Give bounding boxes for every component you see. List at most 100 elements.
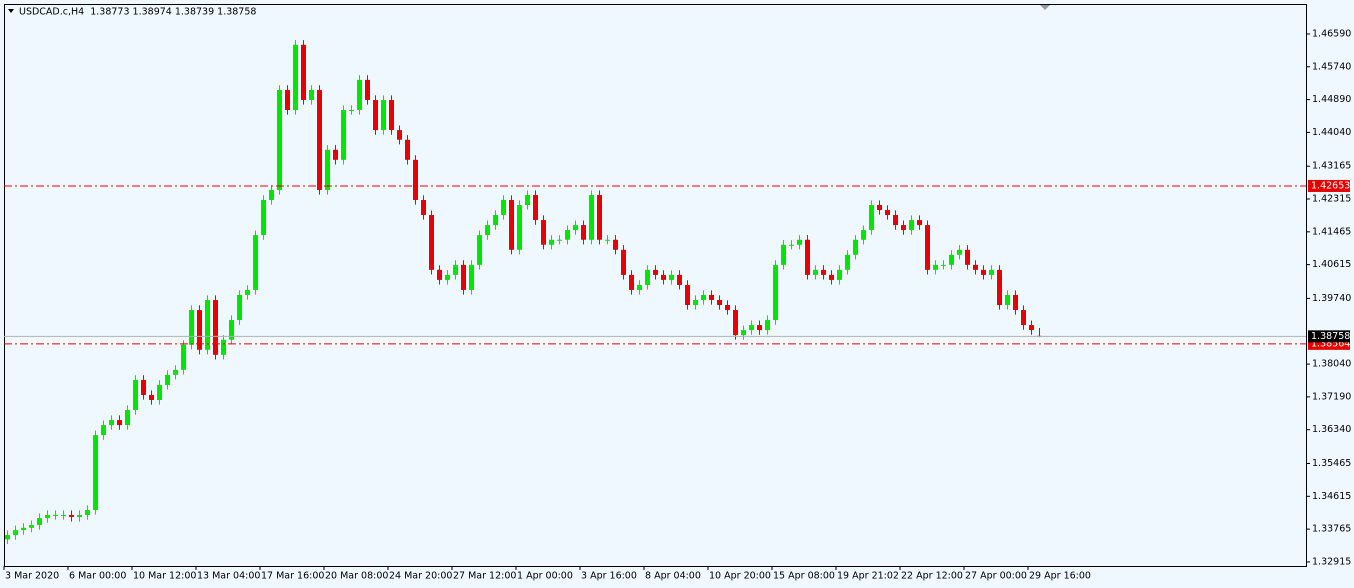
candle-body — [189, 310, 194, 345]
x-tick-label: 8 Apr 04:00 — [645, 571, 701, 582]
x-tick-label: 1 Apr 00:00 — [517, 571, 573, 582]
candle-body — [781, 244, 786, 265]
x-tick-label: 29 Apr 16:00 — [1029, 571, 1091, 582]
candle-body — [485, 225, 490, 236]
candle-body — [333, 149, 338, 160]
candle-body — [829, 274, 834, 280]
candle-body — [445, 274, 450, 280]
candle-body — [301, 44, 306, 100]
candle-body — [765, 320, 770, 331]
candle-body — [373, 99, 378, 131]
candle-body — [773, 264, 778, 321]
candle-body — [117, 420, 122, 426]
candle-body — [973, 264, 978, 270]
x-tick-label: 6 Mar 00:00 — [69, 571, 126, 582]
candle-body — [949, 254, 954, 265]
candle-body — [69, 515, 74, 517]
candle-body — [365, 79, 370, 100]
candle-body — [213, 299, 218, 355]
candle-body — [845, 254, 850, 270]
y-tick-label: 1.34615 — [1312, 491, 1351, 502]
current-price-label: 1.38758 — [1311, 331, 1350, 342]
candle-body — [645, 269, 650, 285]
candle-body — [461, 264, 466, 290]
candle-body — [509, 199, 514, 250]
candle-body — [541, 220, 546, 245]
candle-body — [709, 294, 714, 300]
x-tick-label: 20 Mar 08:00 — [325, 571, 388, 582]
candle-body — [621, 249, 626, 275]
plot-frame — [4, 4, 1307, 567]
candle-body — [13, 530, 18, 536]
candle-body — [85, 510, 90, 516]
candle-body — [565, 230, 570, 240]
level-label-box — [1308, 179, 1350, 192]
candle-body — [797, 239, 802, 245]
candle-body — [405, 139, 410, 160]
candle-body — [717, 299, 722, 305]
candle-body — [125, 410, 130, 426]
candle-body — [21, 527, 26, 531]
menu-arrow[interactable] — [8, 9, 14, 13]
x-tick-label: 15 Apr 08:00 — [773, 571, 835, 582]
candle-body — [517, 204, 522, 250]
x-tick-label: 24 Mar 20:00 — [389, 571, 452, 582]
candle-body — [629, 274, 634, 290]
candle-body — [453, 264, 458, 275]
candle-body — [101, 425, 106, 436]
candle-body — [397, 130, 402, 140]
candle-body — [965, 249, 970, 265]
candle-body — [685, 284, 690, 305]
candle-body — [805, 239, 810, 275]
y-tick-label: 1.46590 — [1312, 28, 1351, 39]
candle-body — [413, 159, 418, 200]
candle-body — [205, 299, 210, 350]
y-tick-label: 1.41465 — [1312, 226, 1351, 237]
candle-body — [813, 269, 818, 275]
candle-body — [285, 89, 290, 111]
x-tick-label: 27 Apr 00:00 — [965, 571, 1027, 582]
candle-body — [133, 379, 138, 411]
x-tick-label: 10 Apr 20:00 — [709, 571, 771, 582]
y-tick-label: 1.32915 — [1312, 556, 1351, 567]
candle-body — [277, 89, 282, 190]
candle-body — [229, 320, 234, 340]
y-tick-label: 1.38040 — [1312, 359, 1351, 370]
candle-body — [197, 310, 202, 350]
x-tick-label: 13 Mar 04:00 — [197, 571, 260, 582]
chart-title: USDCAD.c,H4 1.38773 1.38974 1.38739 1.38… — [19, 7, 256, 18]
y-tick-label: 1.39740 — [1312, 293, 1351, 304]
candle-body — [1005, 294, 1010, 305]
candle-body — [421, 199, 426, 216]
candle-body — [357, 79, 362, 111]
candle-body — [661, 274, 666, 280]
candle-body — [261, 199, 266, 236]
candle-body — [533, 194, 538, 221]
candle-body — [981, 269, 986, 275]
candle-body — [861, 230, 866, 240]
level-label: 1.38564 — [1311, 338, 1350, 349]
candle-body — [29, 525, 34, 528]
candle-body — [885, 210, 890, 216]
candle-body — [165, 374, 170, 385]
candle-body — [733, 310, 738, 336]
x-tick-label: 10 Mar 12:00 — [133, 571, 196, 582]
candle-body — [1029, 325, 1034, 331]
candle-body — [325, 149, 330, 190]
x-tick-label: 17 Mar 16:00 — [261, 571, 324, 582]
candle-body — [677, 274, 682, 285]
candle-body — [989, 269, 994, 275]
y-tick-label: 1.43165 — [1312, 161, 1351, 172]
candle-body — [933, 264, 938, 270]
candle-body — [837, 269, 842, 280]
candle-body — [237, 294, 242, 321]
candle-body — [5, 535, 10, 540]
candle-body — [309, 89, 314, 100]
candle-body — [173, 369, 178, 375]
candle-body — [37, 518, 42, 526]
candle-body — [613, 239, 618, 250]
candle-body — [181, 344, 186, 370]
candle-body — [525, 194, 530, 205]
